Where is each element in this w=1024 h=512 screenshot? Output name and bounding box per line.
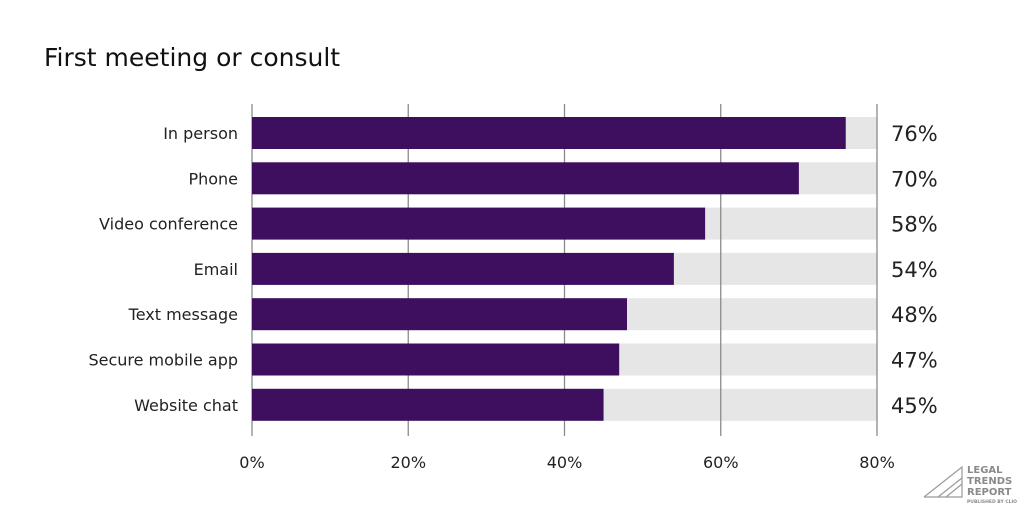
bar-website-chat [252,388,604,421]
chart-title: First meeting or consult [44,43,340,72]
logo-line-1: LEGAL [967,465,1003,476]
value-label: 70% [891,167,938,191]
legal-trends-report-logo: LEGAL TRENDS REPORT PUBLISHED BY CLIO [923,465,1017,505]
bar-video-conference [252,207,706,240]
value-label: 76% [891,122,938,146]
bar-email [252,252,674,285]
category-label: Text message [128,305,238,324]
value-label: 54% [891,258,938,282]
x-tick-label: 20% [390,453,426,472]
bar-in-person [252,117,846,149]
value-label: 48% [891,303,938,327]
category-label: Secure mobile app [88,351,238,370]
category-label: Website chat [134,396,238,415]
x-tick-label: 0% [239,453,264,472]
logo-line-2: TRENDS [967,476,1012,487]
value-label: 45% [891,394,938,418]
bar-text-message [252,298,627,331]
category-label: Video conference [99,215,238,234]
category-label: Email [194,260,238,279]
bar-secure-mobile-app [252,343,620,376]
logo-sub: PUBLISHED BY CLIO [967,499,1017,505]
bar-phone [252,162,799,195]
logo-line-3: REPORT [967,487,1012,498]
x-tick-label: 40% [547,453,583,472]
category-label: In person [163,124,238,143]
category-label: Phone [188,169,238,188]
value-label: 58% [891,213,938,237]
x-tick-label: 60% [703,453,739,472]
x-tick-label: 80% [859,453,895,472]
value-label: 47% [891,349,938,373]
